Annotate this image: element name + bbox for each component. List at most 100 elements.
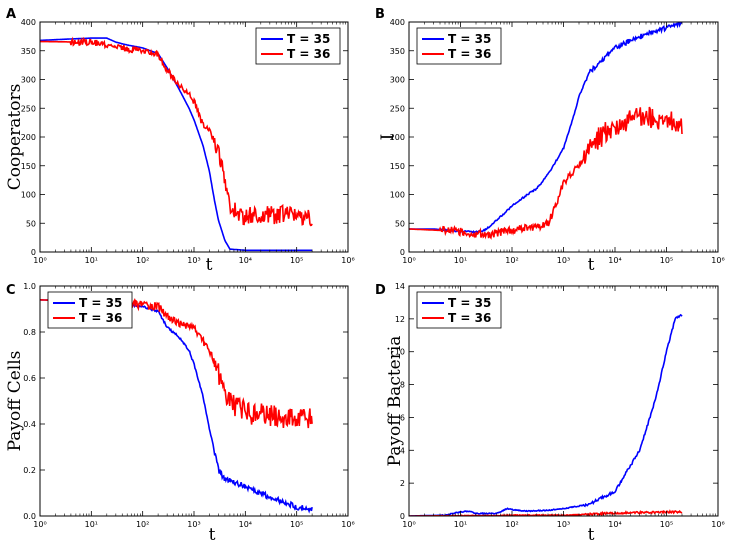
y-tick-label: 300 xyxy=(390,76,405,85)
x-tick-label: 10⁶ xyxy=(341,256,354,265)
y-tick-label: 150 xyxy=(21,162,36,171)
x-tick-label: 10² xyxy=(136,520,149,529)
x-tick-label: 10¹ xyxy=(454,256,467,265)
legend-label: T = 36 xyxy=(448,47,491,61)
legend-box xyxy=(416,291,502,329)
x-tick-label: 10⁵ xyxy=(290,520,303,529)
x-tick-label: 10¹ xyxy=(454,520,467,529)
x-tick-label: 10⁴ xyxy=(608,520,621,529)
y-tick-label: 400 xyxy=(390,18,405,27)
y-axis-label: Cooperators xyxy=(5,84,25,191)
y-tick-label: 14 xyxy=(395,282,405,291)
x-tick-label: 10⁶ xyxy=(711,520,724,529)
y-tick-label: 12 xyxy=(395,315,405,324)
y-tick-label: 10 xyxy=(395,348,405,357)
x-axis-label: t xyxy=(588,255,595,275)
x-tick-label: 10⁴ xyxy=(239,520,252,529)
series-line-t35 xyxy=(409,313,683,516)
x-tick-label: 10⁰ xyxy=(33,520,46,529)
legend-label: T = 35 xyxy=(79,296,122,310)
y-tick-label: 0.2 xyxy=(23,466,36,475)
legend-label: T = 36 xyxy=(448,311,491,325)
series-group xyxy=(40,296,313,514)
y-tick-label: 0 xyxy=(400,248,405,257)
legend-label: T = 35 xyxy=(287,32,330,46)
y-tick-label: 100 xyxy=(390,191,405,200)
panel-a: A 10⁰ 10¹ 10² 10³ 10⁴ 10⁵ 10⁶ 0 50 100 150 200 250 300… xyxy=(5,7,355,275)
legend-box xyxy=(47,291,133,329)
y-tick-label: 0 xyxy=(31,248,36,257)
x-tick-label: 10² xyxy=(505,520,518,529)
legend-box xyxy=(416,27,502,65)
x-tick-label: 10¹ xyxy=(85,256,98,265)
y-tick-label: 2 xyxy=(400,479,405,488)
series-line-t36 xyxy=(409,106,683,240)
x-tick-label: 10¹ xyxy=(85,520,98,529)
series-group xyxy=(40,36,313,252)
x-tick-label: 10⁵ xyxy=(660,520,673,529)
x-tick-label: 10³ xyxy=(557,520,570,529)
y-tick-label: 0 xyxy=(400,512,405,521)
y-axis-label: Payoff Bacteria xyxy=(385,336,405,467)
series-line-t35 xyxy=(40,37,313,252)
y-tick-label: 250 xyxy=(21,104,36,113)
legend: T = 35T = 36 xyxy=(416,291,502,329)
y-tick-label: 6 xyxy=(400,413,405,422)
legend-box xyxy=(255,27,341,65)
series-group xyxy=(409,313,683,516)
y-tick-label: 0.4 xyxy=(23,420,36,429)
panel-letter: D xyxy=(375,283,386,298)
x-tick-label: 10⁴ xyxy=(608,256,621,265)
x-tick-label: 10² xyxy=(505,256,518,265)
x-tick-label: 10⁵ xyxy=(660,256,673,265)
y-tick-label: 200 xyxy=(21,133,36,142)
y-tick-label: 8 xyxy=(400,381,405,390)
legend-label: T = 35 xyxy=(448,32,491,46)
y-tick-label: 350 xyxy=(21,47,36,56)
y-tick-label: 350 xyxy=(390,47,405,56)
legend: T = 35T = 36 xyxy=(255,27,341,65)
x-tick-label: 10⁶ xyxy=(341,520,354,529)
panel-b: B 10⁰ 10¹ 10² 10³ 10⁴ 10⁵ 10⁶ 0 50 100 150 200 250 300… xyxy=(375,7,725,275)
y-tick-label: 0.8 xyxy=(23,328,36,337)
y-axis-label: I xyxy=(378,134,398,141)
legend: T = 35T = 36 xyxy=(47,291,133,329)
panel-letter: C xyxy=(6,283,16,298)
y-tick-label: 100 xyxy=(21,191,36,200)
y-tick-label: 1.0 xyxy=(23,282,36,291)
x-tick-label: 10⁵ xyxy=(290,256,303,265)
series-group xyxy=(409,22,683,240)
y-tick-label: 50 xyxy=(26,219,36,228)
panel-letter: A xyxy=(6,7,16,22)
x-tick-label: 10³ xyxy=(187,520,200,529)
series-line-t35 xyxy=(409,22,683,234)
y-tick-label: 50 xyxy=(395,219,405,228)
y-tick-label: 150 xyxy=(390,162,405,171)
x-tick-label: 10⁴ xyxy=(239,256,252,265)
y-axis-label: Payoff Cells xyxy=(5,351,25,452)
y-tick-label: 250 xyxy=(390,104,405,113)
y-tick-label: 400 xyxy=(21,18,36,27)
panel-c: C 10⁰ 10¹ 10² 10³ 10⁴ 10⁵ 10⁶ 0.0 0.2 0.4 0.6 0.8 1.0… xyxy=(5,282,355,545)
x-axis-label: t xyxy=(588,525,595,545)
y-tick-label: 200 xyxy=(390,133,405,142)
x-axis-label: t xyxy=(209,525,216,545)
x-tick-label: 10⁰ xyxy=(33,256,46,265)
legend: T = 35T = 36 xyxy=(416,27,502,65)
x-tick-label: 10⁰ xyxy=(402,256,415,265)
x-axis-label: t xyxy=(206,255,213,275)
x-tick-label: 10⁶ xyxy=(711,256,724,265)
legend-label: T = 36 xyxy=(79,311,122,325)
x-tick-label: 10⁰ xyxy=(402,520,415,529)
x-tick-label: 10³ xyxy=(557,256,570,265)
series-line-t36 xyxy=(40,36,313,227)
y-tick-label: 300 xyxy=(21,76,36,85)
panel-d: D 10⁰ 10¹ 10² 10³ 10⁴ 10⁵ 10⁶ 0 2 4 6 8 10 12 14 t Payoff… xyxy=(375,282,725,545)
legend-label: T = 36 xyxy=(287,47,330,61)
x-tick-label: 10³ xyxy=(187,256,200,265)
x-tick-label: 10² xyxy=(136,256,149,265)
panel-letter: B xyxy=(375,7,385,22)
y-tick-label: 0.0 xyxy=(23,512,36,521)
legend-label: T = 35 xyxy=(448,296,491,310)
